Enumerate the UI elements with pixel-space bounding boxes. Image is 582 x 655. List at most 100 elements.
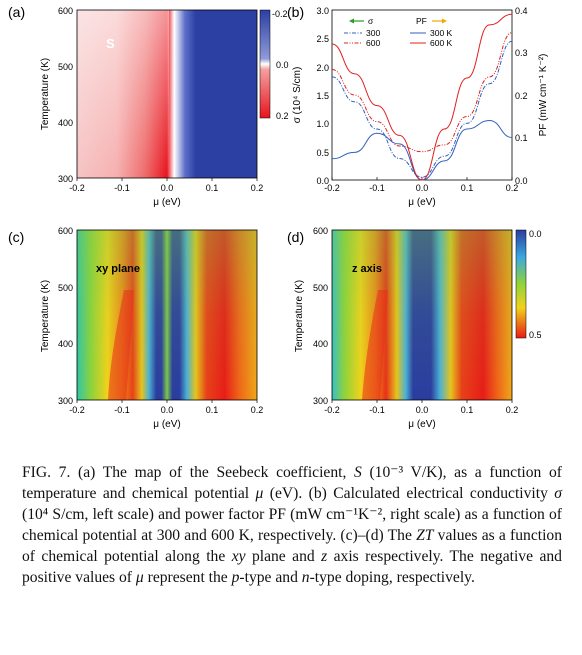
panel-c-x-tick: -0.2 bbox=[69, 405, 85, 415]
panel-b-x-tick: 0.0 bbox=[416, 183, 429, 193]
panel-b-y-right-tick: 0.3 bbox=[515, 48, 528, 58]
panel-b-label: (b) bbox=[287, 4, 304, 20]
panel-b-ylabel-left: σ (10⁴ S/cm) bbox=[292, 67, 303, 124]
caption-text: axis respectively. The negative and posi… bbox=[22, 548, 562, 586]
series-line-sigma-600 bbox=[331, 32, 513, 153]
panel-d-colorbar-tick: 0.0 bbox=[529, 229, 542, 239]
panel-d-x-tick: -0.1 bbox=[369, 405, 385, 415]
panel-a-label: (a) bbox=[8, 4, 25, 20]
panel-b-y-left-ticks: 3.0 2.5 2.0 1.5 1.0 0.5 0.0 bbox=[316, 6, 329, 186]
panel-b-x-tick: 0.2 bbox=[506, 183, 519, 193]
panel-a-temperature-shade bbox=[77, 10, 169, 178]
panel-b-x-tick: 0.1 bbox=[461, 183, 474, 193]
panel-a-y-tick: 300 bbox=[58, 174, 73, 184]
panel-a-x-tick: 0.0 bbox=[161, 183, 174, 193]
panel-b-ylabel-right: PF (mW cm⁻¹ K⁻²) bbox=[538, 54, 549, 137]
panel-d-ylabel: Temperature (K) bbox=[294, 280, 305, 352]
panel-c: (c) xy plane Temperature (K) μ (eV) -0.2… bbox=[8, 226, 263, 430]
figure-caption: FIG. 7. (a) The map of the Seebeck coeff… bbox=[22, 462, 562, 588]
panel-b-y-right-tick: 0.1 bbox=[515, 133, 528, 143]
panel-b: (b) σ (10⁴ S/cm) PF (mW cm⁻¹ K⁻²) μ (eV)… bbox=[287, 4, 549, 208]
sigma-arrow-head-icon bbox=[349, 18, 354, 24]
caption-text: -type and bbox=[239, 569, 302, 586]
panel-c-x-tick: 0.1 bbox=[206, 405, 219, 415]
panel-a-x-tick: 0.2 bbox=[251, 183, 264, 193]
caption-symbol: n bbox=[301, 569, 310, 586]
panel-c-ylabel: Temperature (K) bbox=[40, 280, 51, 352]
panel-d-y-tick: 400 bbox=[313, 339, 328, 349]
panel-a-y-tick: 600 bbox=[58, 6, 73, 16]
panel-c-label: (c) bbox=[8, 229, 24, 245]
panel-d-y-ticks: 600 500 400 300 bbox=[313, 226, 328, 406]
panel-d-x-ticks: -0.2 -0.1 0.0 0.1 0.2 bbox=[324, 405, 518, 415]
series-line-pf-600k bbox=[331, 13, 513, 181]
caption-symbol: σ bbox=[554, 485, 562, 502]
panel-c-temperature-shade bbox=[77, 230, 257, 400]
panel-d-y-tick: 300 bbox=[313, 396, 328, 406]
panel-c-xlabel: μ (eV) bbox=[153, 419, 180, 430]
panel-b-frame bbox=[331, 9, 513, 181]
panel-c-x-tick: 0.2 bbox=[251, 405, 264, 415]
panel-b-y-right-ticks: 0.4 0.3 0.2 0.1 0.0 bbox=[515, 6, 528, 186]
caption-text: represent the bbox=[143, 569, 232, 586]
panel-c-x-tick: -0.1 bbox=[114, 405, 130, 415]
panel-d-x-tick: 0.0 bbox=[416, 405, 429, 415]
panel-c-x-tick: 0.0 bbox=[161, 405, 174, 415]
panel-b-y-left-tick: 2.0 bbox=[316, 63, 329, 73]
panel-b-y-left-tick: 1.0 bbox=[316, 119, 329, 129]
panel-b-xlabel: μ (eV) bbox=[408, 197, 435, 208]
panel-d-colorbar-tick: 0.5 bbox=[529, 330, 542, 340]
panel-d-hot-spot bbox=[362, 290, 388, 400]
panel-c-inset-label: xy plane bbox=[96, 263, 140, 275]
panel-c-y-tick: 400 bbox=[58, 339, 73, 349]
panel-a-inset-label: S bbox=[106, 36, 115, 51]
panel-b-y-left-tick: 0.0 bbox=[316, 176, 329, 186]
panel-b-plot-area bbox=[331, 13, 513, 181]
panel-d-x-tick: 0.2 bbox=[506, 405, 519, 415]
panel-a-colorbar-tick: 0.0 bbox=[276, 60, 289, 70]
panel-d-temperature-shade bbox=[332, 230, 512, 400]
legend-pf-300: 300 K bbox=[430, 28, 453, 38]
caption-text: -type doping, respectively. bbox=[309, 569, 475, 586]
caption-symbol: S bbox=[354, 464, 362, 481]
legend-sigma-title: σ bbox=[368, 16, 374, 26]
panel-d-inset-label: z axis bbox=[352, 263, 382, 275]
panel-a-y-tick: 500 bbox=[58, 62, 73, 72]
panel-b-x-tick: -0.2 bbox=[324, 183, 340, 193]
panel-a-x-ticks: -0.2 -0.1 0.0 0.1 0.2 bbox=[69, 183, 263, 193]
panel-b-x-ticks: -0.2 -0.1 0.0 0.1 0.2 bbox=[324, 183, 518, 193]
panel-d-y-tick: 500 bbox=[313, 283, 328, 293]
panel-d-x-tick: 0.1 bbox=[461, 405, 474, 415]
panel-a-ylabel: Temperature (K) bbox=[40, 58, 51, 130]
panel-b-y-left-tick: 1.5 bbox=[316, 91, 329, 101]
panel-a-colorbar bbox=[259, 9, 271, 119]
caption-symbol: ZT bbox=[416, 527, 434, 544]
panel-b-y-left-tick: 2.5 bbox=[316, 34, 329, 44]
panel-b-legend: σ PF 300 300 K 600 600 K bbox=[344, 16, 453, 48]
panel-a-x-tick: 0.1 bbox=[206, 183, 219, 193]
caption-symbol: μ bbox=[255, 485, 264, 502]
panel-c-x-ticks: -0.2 -0.1 0.0 0.1 0.2 bbox=[69, 405, 263, 415]
caption-text: plane and bbox=[245, 548, 322, 565]
panel-a: (a) S Temperature (K) μ (eV) -0.2 -0.1 0… bbox=[8, 4, 289, 208]
panel-b-y-right-tick: 0.0 bbox=[515, 176, 528, 186]
panel-b-y-right-tick: 0.2 bbox=[515, 91, 528, 101]
panel-a-colorbar-tick: 0.2 bbox=[276, 111, 289, 121]
legend-sigma-600: 600 bbox=[366, 38, 380, 48]
panel-a-xlabel: μ (eV) bbox=[153, 197, 180, 208]
pf-arrow-head-icon bbox=[442, 18, 447, 24]
panel-b-x-tick: -0.1 bbox=[369, 183, 385, 193]
caption-text: (eV). (b) Calculated electrical conducti… bbox=[263, 485, 555, 502]
legend-sigma-300: 300 bbox=[366, 28, 380, 38]
panel-c-y-tick: 300 bbox=[58, 396, 73, 406]
caption-text: (10⁻³ V/K), as a function of temperature… bbox=[22, 464, 562, 502]
panel-d: (d) z axis Temperature (K) μ (eV) -0.2 -… bbox=[287, 226, 542, 430]
legend-pf-title: PF bbox=[416, 16, 427, 26]
panel-c-y-ticks: 600 500 400 300 bbox=[58, 226, 73, 406]
caption-symbol: z bbox=[321, 548, 328, 565]
panel-d-colorbar bbox=[515, 229, 527, 339]
panel-d-label: (d) bbox=[287, 229, 304, 245]
panel-a-colorbar-tick: -0.2 bbox=[272, 9, 288, 19]
panel-d-x-tick: -0.2 bbox=[324, 405, 340, 415]
panel-a-y-ticks: 600 500 400 300 bbox=[58, 6, 73, 184]
